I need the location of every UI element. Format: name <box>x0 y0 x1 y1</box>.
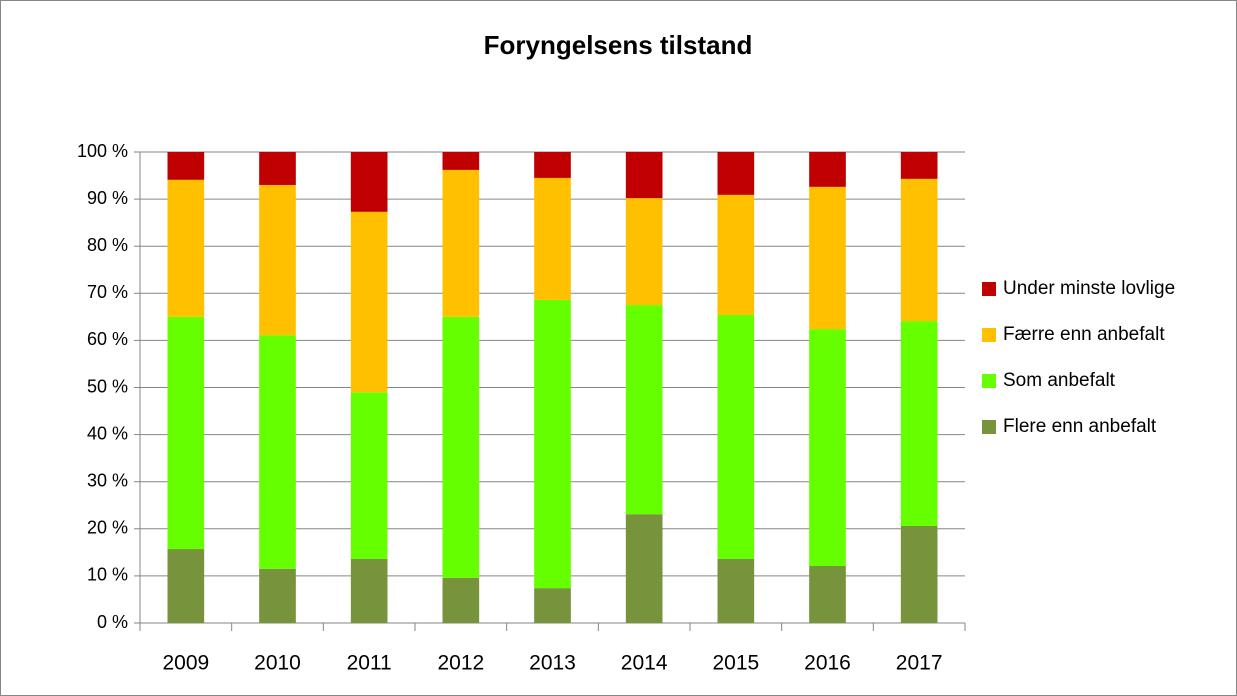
bar-segment <box>442 316 480 578</box>
bar-segment <box>900 525 938 623</box>
x-tick-label: 2014 <box>621 652 668 675</box>
bar-segment <box>717 558 755 623</box>
bar-segment <box>259 184 296 336</box>
bar-segment <box>167 152 205 180</box>
bar-segment <box>534 299 571 589</box>
bar-segment <box>534 152 571 178</box>
legend-swatch <box>982 282 996 296</box>
bar-segment <box>259 568 296 623</box>
legend-swatch <box>982 420 996 434</box>
bar-segment <box>809 566 846 623</box>
x-tick-label: 2010 <box>254 652 301 675</box>
bar-segment <box>900 178 938 322</box>
bar-segment <box>259 335 296 569</box>
y-tick-label: 40 % <box>87 423 128 443</box>
bar-segment <box>625 198 663 306</box>
bar-segment <box>167 316 205 550</box>
bar-segment <box>350 211 388 393</box>
y-tick-label: 80 % <box>87 235 128 255</box>
bar-segment <box>900 152 938 179</box>
x-tick-label: 2009 <box>162 652 209 675</box>
x-tick-label: 2011 <box>347 652 392 675</box>
bar-segment <box>717 152 755 195</box>
bar-segment <box>625 305 663 515</box>
y-tick-label: 0 % <box>97 612 128 632</box>
bar-segment <box>442 577 480 623</box>
y-tick-label: 90 % <box>87 188 128 208</box>
bar-segment <box>350 152 388 212</box>
bar-segment <box>809 329 846 567</box>
bar-segment <box>534 177 571 300</box>
legend-label: Som anbefalt <box>1003 370 1116 391</box>
legend-label: Færre enn anbefalt <box>1003 324 1165 345</box>
y-tick-label: 60 % <box>87 329 128 349</box>
bar-segment <box>167 179 205 317</box>
y-tick-label: 20 % <box>87 518 128 538</box>
y-tick-label: 100 % <box>77 141 128 161</box>
bar-segment <box>809 152 846 187</box>
y-tick-label: 10 % <box>87 565 128 585</box>
bar-segment <box>167 549 205 623</box>
bar-segment <box>900 321 938 526</box>
bar-segment <box>625 152 663 199</box>
bar-segment <box>350 558 388 623</box>
x-tick-label: 2013 <box>529 652 576 675</box>
x-tick-label: 2015 <box>712 652 759 675</box>
bar-segment <box>350 392 388 559</box>
legend-swatch <box>982 328 996 342</box>
bar-segment <box>809 186 846 330</box>
y-tick-label: 30 % <box>87 470 128 490</box>
bar-segment <box>717 314 755 559</box>
bar-segment <box>259 152 296 185</box>
y-tick-label: 50 % <box>87 376 128 396</box>
bar-segment <box>625 514 663 623</box>
legend-label: Flere enn anbefalt <box>1003 416 1157 437</box>
bar-segment <box>534 588 571 623</box>
x-tick-label: 2016 <box>804 652 851 675</box>
x-tick-label: 2012 <box>437 652 484 675</box>
legend-label: Under minste lovlige <box>1003 278 1175 299</box>
bar-segment <box>442 169 480 317</box>
chart-title: Foryngelsens tilstand <box>484 30 753 60</box>
bar-segment <box>717 194 755 315</box>
y-tick-label: 70 % <box>87 282 128 302</box>
bar-segment <box>442 152 480 170</box>
legend-swatch <box>982 374 996 388</box>
x-tick-label: 2017 <box>896 652 943 675</box>
